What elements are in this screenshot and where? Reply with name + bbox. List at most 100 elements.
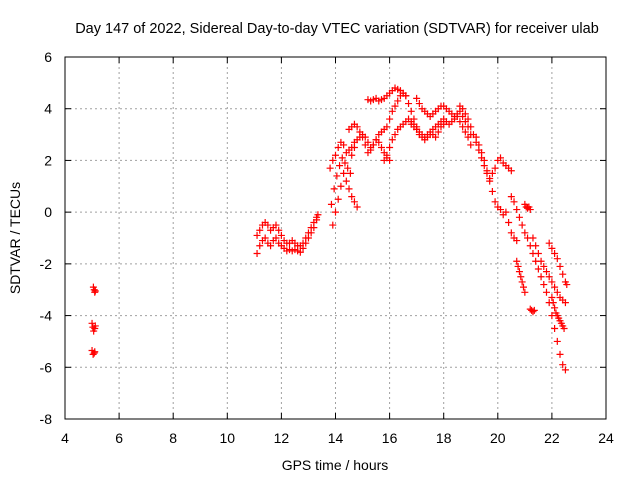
- data-point: [405, 100, 413, 108]
- y-tick-label: 4: [44, 101, 52, 117]
- data-point: [327, 200, 335, 208]
- data-point: [461, 110, 469, 118]
- data-point: [551, 250, 559, 258]
- data-point: [407, 107, 415, 115]
- x-tick-labels: 4 6 8 10 12 14 16 18 20 22 24: [61, 430, 614, 446]
- series-segment-16: [507, 193, 569, 374]
- data-point: [375, 138, 383, 146]
- data-point: [549, 299, 557, 307]
- data-point: [540, 262, 548, 270]
- data-point: [341, 159, 349, 167]
- x-tick-label: 14: [328, 430, 344, 446]
- x-tick-label: 22: [544, 430, 560, 446]
- x-tick-label: 16: [382, 430, 398, 446]
- data-point: [556, 262, 564, 270]
- data-point: [350, 198, 358, 206]
- data-point: [480, 156, 488, 164]
- series-segment-19: [521, 200, 534, 214]
- x-tick-label: 20: [490, 430, 506, 446]
- data-point: [434, 128, 442, 136]
- data-point: [551, 283, 559, 291]
- data-point: [553, 255, 561, 263]
- data-point: [559, 270, 567, 278]
- data-point: [313, 213, 321, 221]
- data-point: [333, 172, 341, 180]
- y-tick-label: 6: [44, 49, 52, 65]
- series-segment-13: [407, 120, 448, 141]
- data-point: [510, 198, 518, 206]
- data-point: [559, 361, 567, 369]
- data-point: [513, 257, 521, 265]
- data-point: [344, 164, 352, 172]
- data-points: [88, 84, 571, 374]
- data-point: [548, 293, 556, 301]
- y-tick-label: 2: [44, 152, 52, 168]
- data-point: [491, 198, 499, 206]
- data-point: [91, 322, 99, 330]
- series-segment-3: [253, 211, 322, 258]
- x-tick-label: 6: [115, 430, 123, 446]
- data-point: [383, 123, 391, 131]
- data-point: [253, 250, 261, 258]
- data-point: [359, 133, 367, 141]
- data-point: [507, 167, 515, 175]
- data-point: [304, 229, 312, 237]
- data-point: [459, 105, 467, 113]
- data-point: [402, 92, 410, 100]
- data-point: [478, 149, 486, 157]
- data-point: [388, 136, 396, 144]
- series-segment-2: [88, 319, 99, 358]
- data-point: [507, 193, 515, 201]
- x-tick-label: 10: [220, 430, 236, 446]
- data-point: [302, 234, 310, 242]
- data-point: [340, 141, 348, 149]
- data-point: [256, 226, 264, 234]
- y-tick-label: -6: [40, 359, 53, 375]
- data-point: [275, 226, 283, 234]
- y-tick-label: 0: [44, 204, 52, 220]
- data-point: [256, 242, 264, 250]
- data-point: [542, 288, 550, 296]
- series-segment-1: [89, 283, 99, 296]
- data-point: [553, 337, 561, 345]
- data-point: [326, 164, 334, 172]
- data-point: [467, 123, 475, 131]
- data-point: [497, 206, 505, 214]
- data-point: [348, 193, 356, 201]
- data-point: [529, 308, 537, 316]
- data-point: [519, 283, 527, 291]
- data-point: [534, 265, 542, 273]
- data-point: [334, 195, 342, 203]
- series-segment-9: [345, 120, 394, 164]
- data-point: [548, 278, 556, 286]
- data-point: [505, 218, 513, 226]
- series-segment-7: [327, 154, 354, 208]
- data-point: [440, 120, 448, 128]
- data-point: [464, 115, 472, 123]
- x-tick-label: 12: [274, 430, 290, 446]
- data-point: [517, 273, 525, 281]
- data-point: [377, 144, 385, 151]
- data-point: [497, 154, 505, 162]
- data-point: [540, 281, 548, 289]
- data-point: [307, 224, 315, 232]
- data-point: [264, 221, 272, 229]
- data-point: [475, 141, 483, 149]
- series-segment-4: [253, 213, 321, 250]
- data-point: [518, 221, 526, 229]
- y-tick-label: -8: [40, 411, 53, 427]
- data-point: [514, 262, 522, 270]
- data-point: [532, 242, 540, 250]
- data-point: [391, 131, 399, 139]
- data-point: [369, 141, 377, 149]
- data-point: [551, 325, 559, 332]
- data-point: [563, 281, 571, 289]
- data-point: [348, 151, 356, 159]
- data-point: [548, 244, 556, 252]
- data-point: [332, 151, 339, 159]
- data-point: [518, 278, 526, 286]
- data-point: [488, 187, 496, 195]
- data-point: [253, 231, 261, 239]
- data-point: [380, 156, 388, 164]
- data-point: [491, 164, 499, 172]
